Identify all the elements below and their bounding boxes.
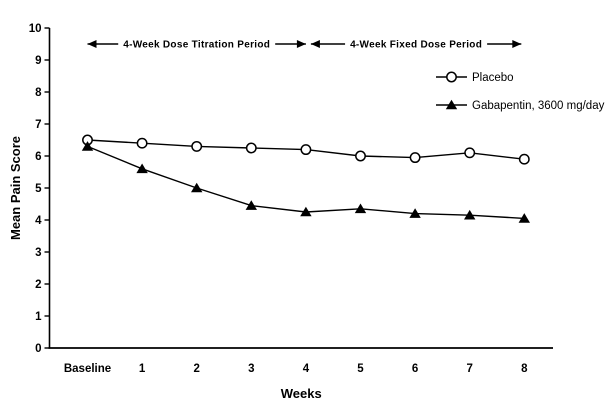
annotation-label-bg — [118, 38, 276, 52]
y-tick-label: 8 — [35, 87, 42, 99]
y-tick-label: 4 — [35, 215, 42, 227]
y-tick-label: 0 — [35, 343, 41, 355]
y-tick-label: 6 — [35, 151, 41, 163]
marker-gabapentin-3600-mg-day — [300, 206, 312, 217]
marker-placebo — [245, 142, 257, 154]
x-tick-label-1: 1 — [139, 363, 146, 375]
y-axis-title: Mean Pain Score — [8, 136, 23, 240]
annotation-label-4-week-dose-titration-period: 4-Week Dose Titration Period — [123, 40, 270, 51]
arrow-left-head — [87, 40, 97, 48]
marker-placebo — [355, 150, 366, 162]
marker-placebo — [191, 140, 203, 152]
marker-placebo — [409, 152, 421, 164]
y-tick-label: 2 — [35, 279, 41, 291]
y-tick-label: 10 — [29, 23, 42, 35]
marker-placebo — [518, 153, 530, 165]
x-tick-label-3: 3 — [248, 363, 254, 375]
y-tick-label: 3 — [35, 247, 41, 259]
y-tick-label: 5 — [35, 183, 42, 195]
legend-label-gabapentin-3600-mg-day: Gabapentin, 3600 mg/day — [472, 100, 605, 112]
annotation-label-bg — [345, 38, 488, 52]
x-tick-label-4: 4 — [303, 363, 310, 375]
x-tick-label-baseline: Baseline — [64, 363, 111, 375]
x-tick-label-6: 6 — [412, 363, 418, 375]
marker-gabapentin-3600-mg-day — [409, 208, 421, 218]
marker-gabapentin-3600-mg-day — [354, 203, 367, 214]
legend-label-placebo: Placebo — [472, 72, 514, 84]
y-tick-label: 1 — [35, 311, 42, 323]
y-tick-label: 7 — [35, 119, 41, 131]
arrow-left-head — [310, 40, 320, 48]
legend-marker-placebo — [446, 71, 457, 83]
legend-marker-gabapentin-3600-mg-day — [445, 99, 458, 110]
arrow-right-head — [512, 40, 522, 48]
x-tick-label-2: 2 — [193, 363, 199, 375]
marker-placebo — [136, 137, 148, 149]
marker-gabapentin-3600-mg-day — [464, 209, 476, 220]
y-tick-label: 9 — [35, 55, 41, 67]
x-tick-label-5: 5 — [357, 363, 364, 375]
marker-placebo — [464, 147, 476, 159]
x-tick-label-8: 8 — [521, 363, 528, 375]
marker-gabapentin-3600-mg-day — [81, 141, 94, 151]
x-axis-title: Weeks — [281, 386, 322, 401]
marker-placebo — [300, 144, 312, 156]
marker-gabapentin-3600-mg-day — [191, 182, 203, 193]
marker-gabapentin-3600-mg-day — [518, 213, 530, 223]
marker-gabapentin-3600-mg-day — [136, 163, 148, 174]
marker-gabapentin-3600-mg-day — [245, 200, 257, 210]
x-tick-label-7: 7 — [466, 363, 472, 375]
arrow-right-head — [296, 40, 306, 48]
annotation-label-4-week-fixed-dose-period: 4-Week Fixed Dose Period — [350, 40, 482, 51]
